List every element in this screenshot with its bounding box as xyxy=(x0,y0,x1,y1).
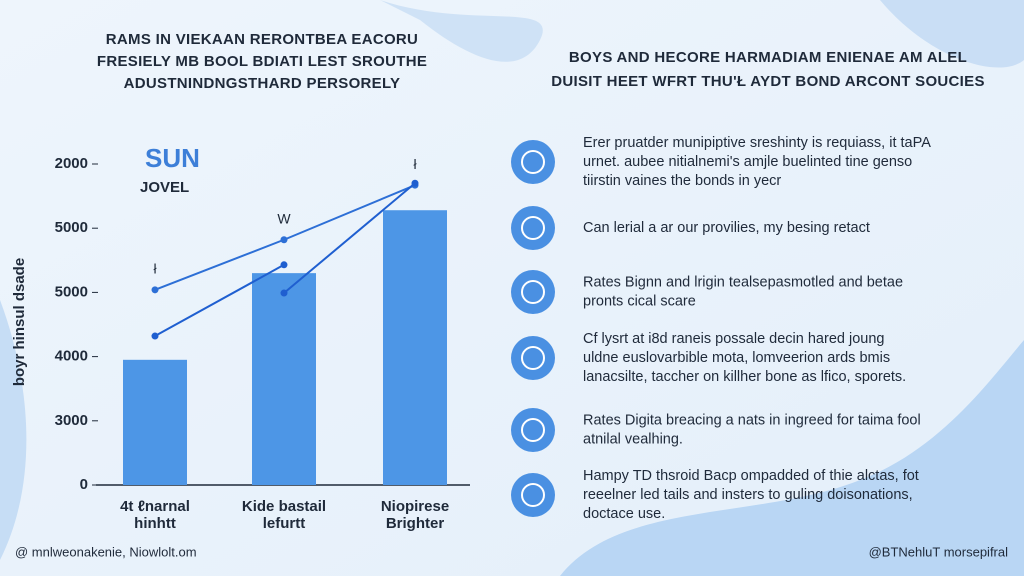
footer: @ mnlweonakenie, Niowlolt.om xyxy=(15,544,197,559)
item-text: uldne euslovarbible mota, lomveerion ard… xyxy=(583,350,890,366)
title-line: RAMS IN VIEKAAN RERONTBEA EACORU xyxy=(106,31,418,48)
item-text: Erer pruatder munipiptive sreshinty is r… xyxy=(583,135,931,151)
item-text: reeelner led tails and insters to guling… xyxy=(583,487,913,503)
item-text: pronts cical scare xyxy=(583,293,696,309)
bar xyxy=(123,359,187,485)
y-tick-label: 2000 xyxy=(55,155,88,172)
item-text: Hampy TD thsroid Bacp ompadded of thie a… xyxy=(583,468,919,484)
line xyxy=(283,182,416,294)
icon-inner xyxy=(521,483,545,507)
blob xyxy=(560,340,1024,576)
y-tick-label: 3000 xyxy=(55,412,88,429)
blob xyxy=(380,0,543,62)
icon-inner xyxy=(521,418,545,442)
icon xyxy=(511,140,555,184)
item-text: Rates Digita breacing a nats in ingreed … xyxy=(583,412,921,428)
item-text: Can lerial a ar our provilies, my besing… xyxy=(583,220,870,236)
icon-inner xyxy=(521,280,545,304)
item-text: lanacsilte, taccher on killher bone as l… xyxy=(583,369,906,385)
annotation: ł xyxy=(153,261,157,277)
logo-sub: JOVEL xyxy=(140,179,189,196)
icon-inner xyxy=(521,150,545,174)
title-line: BOYS AND HECORE HARMADIAM ENIENAE AM ALE… xyxy=(569,49,967,66)
y-tick-label: 5000 xyxy=(55,283,88,300)
icon-inner xyxy=(521,346,545,370)
x-tick-label: Niopirese xyxy=(381,498,449,515)
icon xyxy=(511,206,555,250)
blob xyxy=(0,300,27,560)
bar xyxy=(383,210,447,485)
y-tick-label: 5000 xyxy=(55,219,88,236)
icon xyxy=(511,473,555,517)
item-text: Cf lysrt at i8d raneis possale decin har… xyxy=(583,331,884,347)
icon xyxy=(511,270,555,314)
icon xyxy=(511,408,555,452)
y-axis-label: boyr hinsul dsade xyxy=(11,258,28,386)
line xyxy=(154,184,416,291)
logo: SUN xyxy=(145,143,200,173)
x-tick-label: 4t ℓnarnal xyxy=(120,498,190,515)
title-line: ADUSTNINDNGSTHARD PERSORELY xyxy=(124,75,401,92)
title-line: FRESIELY MB BOOL BDIATI LEST SROUTHE xyxy=(97,53,427,70)
item-text: tiirstin vaines the bonds in yecr xyxy=(583,173,781,189)
item-text: Rates Bignn and lrigin tealsepasmotled a… xyxy=(583,274,903,290)
annotation: W xyxy=(277,210,291,226)
y-tick-label: 0 xyxy=(80,476,88,493)
item-text: doctace use. xyxy=(583,506,665,522)
bar xyxy=(252,273,316,485)
title-line: DUISIT HEET WFRT THU'Ł AYDT BOND ARCONT … xyxy=(551,73,985,90)
x-tick-label: hinhtt xyxy=(134,515,176,532)
icon xyxy=(511,336,555,380)
blob xyxy=(880,0,1024,68)
footer: @BTNehluT morsepifral xyxy=(869,544,1009,559)
annotation: ł xyxy=(413,156,417,172)
x-tick-label: Brighter xyxy=(386,515,445,532)
icon-inner xyxy=(521,216,545,240)
x-tick-label: Kide bastail xyxy=(242,498,326,515)
item-text: atnilal vealhing. xyxy=(583,431,683,447)
item-text: urnet. aubee nitialnemi's amjle buelinte… xyxy=(583,154,912,170)
line xyxy=(154,263,285,337)
x-tick-label: lefurtt xyxy=(263,515,306,532)
y-tick-label: 4000 xyxy=(55,348,88,365)
